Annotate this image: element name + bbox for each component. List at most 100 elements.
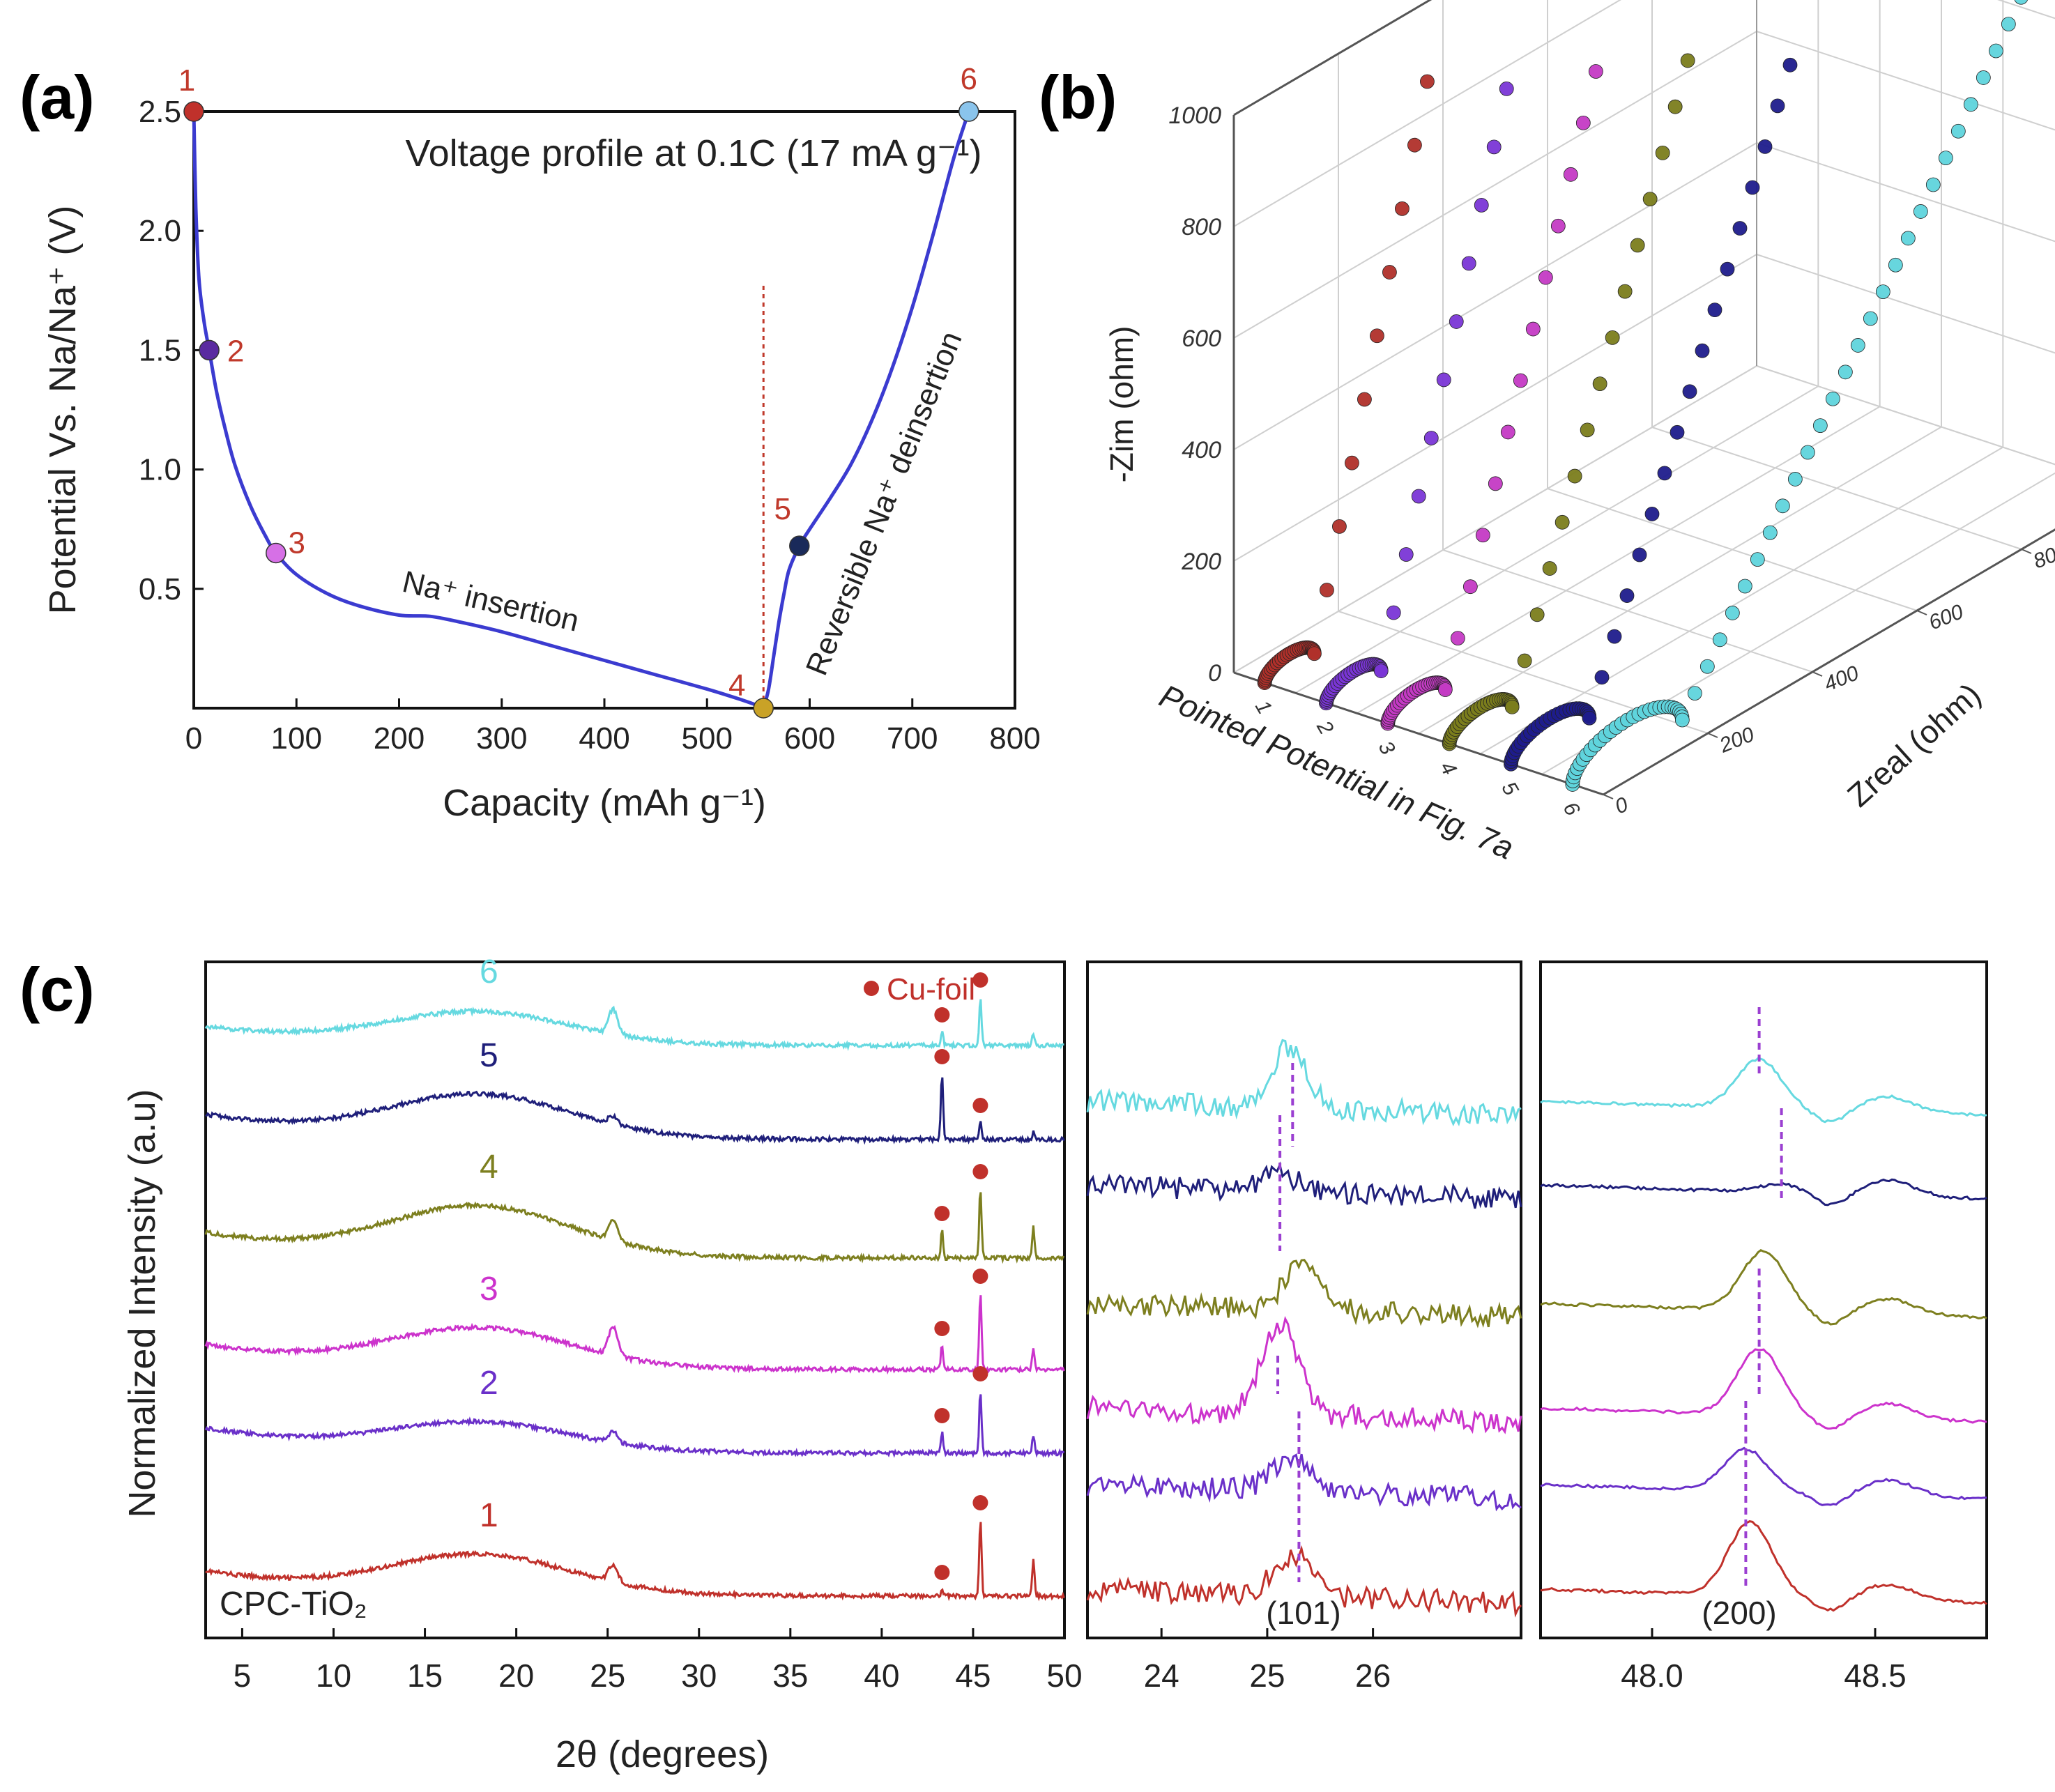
- sample-label: CPC-TiO₂: [220, 1586, 367, 1623]
- eis-point-series-2: [1386, 605, 1401, 620]
- grid-back-horizontal: [1233, 142, 1757, 450]
- reflection-101-label: (101): [1266, 1595, 1340, 1631]
- panel-b-ticks: 0200400600800100012345602004006008001000: [1168, 102, 2055, 820]
- xrd-trace-1: [205, 1522, 1065, 1602]
- cu-peak-marker: [972, 972, 988, 988]
- box-edge: [1603, 528, 2055, 796]
- eis-point-series-4: [1617, 284, 1633, 299]
- eis-point-series-3: [1475, 528, 1490, 543]
- zoom-trace-4: [1540, 1248, 1987, 1326]
- potential-tick-label: 5: [1497, 778, 1522, 799]
- eis-point-series-6: [1925, 177, 1941, 192]
- main-x-tick-label: 20: [498, 1657, 534, 1694]
- cu-peak-marker: [972, 1098, 988, 1113]
- eis-point-series-4: [1655, 146, 1670, 160]
- eis-point-series-2: [1436, 372, 1451, 388]
- panel-a-xlabel: Capacity (mAh g⁻¹): [443, 782, 766, 824]
- eis-point-series-6: [1812, 418, 1828, 434]
- eis-point-series-5: [1782, 57, 1798, 72]
- main-x-tick-label: 45: [955, 1657, 991, 1694]
- eis-point-series-4: [1592, 376, 1607, 392]
- panel-b-zlabel: -Zim (ohm): [1103, 326, 1140, 483]
- eis-point-series-1: [1357, 392, 1372, 407]
- y-tick-label: 1.0: [139, 453, 181, 487]
- panel-c-peak-guides: [1276, 1007, 1783, 1589]
- eis-point-series-5: [1695, 343, 1710, 358]
- grid-floor-depth: [1294, 385, 1819, 694]
- eis-point-series-5: [1644, 507, 1660, 521]
- main-x-tick-label: 5: [234, 1657, 252, 1694]
- zoom-trace-3: [1086, 1316, 1522, 1434]
- trace-label-6: 6: [480, 954, 498, 990]
- state-point-label: 1: [178, 63, 195, 98]
- main-x-tick-label: 10: [316, 1657, 351, 1694]
- eis-point-series-6: [1838, 365, 1853, 380]
- eis-point-series-2: [1411, 489, 1426, 504]
- eis-point-series-3: [1462, 579, 1478, 595]
- eis-point-series-3: [1563, 167, 1578, 182]
- eis-point-series-4: [1680, 53, 1695, 68]
- zoom-trace-5: [1540, 1178, 1987, 1207]
- eis-point-series-1: [1420, 74, 1435, 89]
- eis-point-series-1: [1382, 265, 1397, 279]
- eis-point-series-1: [1407, 137, 1422, 153]
- trace-label-2: 2: [480, 1365, 498, 1402]
- eis-point-series-3: [1525, 321, 1541, 337]
- eis-point-series-4: [1542, 561, 1557, 576]
- zoom-trace-1: [1540, 1520, 1987, 1612]
- x-tick-label: 300: [476, 721, 527, 756]
- eis-point-series-6: [1900, 231, 1916, 246]
- eis-point-series-6: [1850, 338, 1865, 353]
- eis-point-series-5: [1619, 588, 1635, 603]
- reflection-200-label: (200): [1702, 1595, 1776, 1631]
- state-point-1: [183, 101, 204, 122]
- eis-point-series-5: [1582, 710, 1597, 726]
- main-x-tick-label: 40: [864, 1657, 899, 1694]
- grid-floor-depth: [1357, 406, 1881, 714]
- main-x-tick-label: 30: [681, 1657, 717, 1694]
- eis-point-series-2: [1474, 197, 1489, 213]
- cu-peak-marker: [934, 1007, 950, 1023]
- panel-a: (a) Voltage profile at 0.1C (17 mA g⁻¹) …: [20, 62, 1041, 824]
- eis-point-series-6: [1825, 391, 1840, 406]
- y-tick-label: 2.5: [139, 95, 181, 129]
- x-tick-label: 0: [185, 721, 202, 756]
- cu-peak-marker: [972, 1269, 988, 1284]
- zreal-tick-label: 600: [1925, 600, 1966, 634]
- x-tick-label: 500: [682, 721, 733, 756]
- potential-tick-label: 2: [1312, 717, 1338, 739]
- panel-c-frame-main: [204, 960, 1066, 1639]
- y-tick-label: 2.0: [139, 214, 181, 248]
- grid-far-horizontal: [1756, 365, 2055, 466]
- box-edge: [1233, 0, 1433, 116]
- eis-point-series-6: [1938, 151, 1953, 166]
- panel-c-trace-labels: 1 2 3 4 5 6: [480, 954, 498, 1534]
- zoom-x-tick-label: 26: [1355, 1657, 1391, 1694]
- eis-point-series-5: [1745, 180, 1760, 195]
- potential-tick-label: 6: [1559, 798, 1584, 820]
- grid-floor-width: [1651, 427, 2022, 550]
- panel-a-ticks: 0 100 200 300 400 500 600 700 800 0.5 1.0 1.5 2.0 2.5: [139, 95, 1041, 756]
- eis-point-series-6: [1863, 311, 1878, 326]
- eis-point-series-3: [1513, 373, 1528, 388]
- eis-point-series-2: [1398, 547, 1414, 562]
- zreal-tick-mark: [1603, 794, 1614, 799]
- potential-tick-label: 4: [1435, 758, 1461, 779]
- panel-c-cu-markers: [934, 972, 988, 1580]
- state-point-label: 4: [728, 668, 745, 703]
- eis-point-series-5: [1682, 384, 1697, 399]
- eis-point-series-6: [1787, 472, 1803, 487]
- panel-b-label: (b): [1039, 63, 1117, 132]
- grid-back-horizontal: [1233, 31, 1757, 339]
- eis-point-series-2: [1373, 664, 1389, 678]
- eis-point-series-5: [1732, 221, 1748, 236]
- zoom-trace-2: [1540, 1446, 1987, 1506]
- grid-floor-depth: [1479, 446, 2003, 755]
- panel-c-frame-200: [1539, 960, 1988, 1639]
- eis-point-series-1: [1345, 455, 1359, 470]
- eis-point-series-6: [2001, 17, 2016, 32]
- eis-point-series-3: [1488, 476, 1503, 491]
- cu-peak-marker: [972, 1164, 988, 1179]
- panel-a-frame: [192, 110, 1016, 710]
